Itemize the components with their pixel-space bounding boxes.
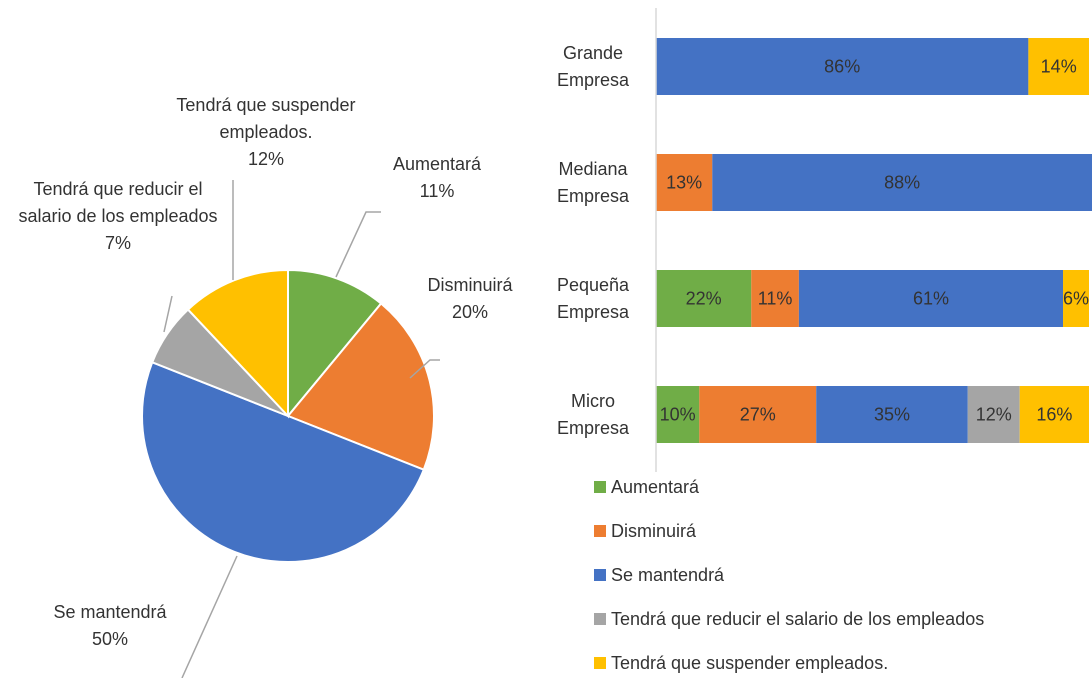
pie-label-name: Disminuirá <box>427 275 513 295</box>
leader-line <box>335 211 381 278</box>
category-label: Mediana Empresa <box>556 158 630 206</box>
pie-label-value: 12% <box>247 149 285 169</box>
pie-label-name: Aumentará <box>392 154 482 174</box>
bar-segment <box>1028 38 1089 95</box>
bar-value-label: 10% <box>660 404 696 424</box>
category-label: Grande Empresa <box>556 42 630 90</box>
pie-label-value: 11% <box>419 181 455 201</box>
pie-label-value: 50% <box>91 629 129 649</box>
pie-label-value: 20% <box>451 302 489 322</box>
category-label: Micro Empresa <box>556 390 630 438</box>
bar-segment <box>656 270 752 327</box>
legend-label: Disminuirá <box>611 521 697 541</box>
bar-value-label: 86% <box>824 56 860 76</box>
legend-label: Se mantendrá <box>611 565 725 585</box>
pie-slice <box>286 302 435 472</box>
bar-segment <box>656 154 713 211</box>
bar-value-label: 14% <box>1041 56 1077 76</box>
legend-label: Aumentará <box>611 477 700 497</box>
bar-value-label: 13% <box>666 172 702 192</box>
pie-slice <box>287 268 383 419</box>
bar-value-label: 88% <box>884 172 920 192</box>
pie-label: Disminuirá 20% <box>400 272 540 326</box>
pie-label: Tendrá que suspender empleados. 12% <box>136 92 396 173</box>
category-label: Pequeña Empresa <box>556 274 630 322</box>
leader-line <box>181 555 238 678</box>
legend-swatch <box>594 657 606 669</box>
legend-label: Tendrá que reducir el salario de los emp… <box>611 609 984 629</box>
legend-swatch <box>594 481 606 493</box>
bar-segment <box>751 270 799 327</box>
bar-segment <box>816 386 968 443</box>
pie-label-name: Tendrá que suspender empleados. <box>176 95 356 142</box>
bar-value-label: 35% <box>874 404 910 424</box>
pie-label-value: 7% <box>104 233 131 253</box>
bar-value-label: 22% <box>686 288 722 308</box>
bar-segment <box>1019 386 1089 443</box>
pie-slice <box>141 360 426 563</box>
bar-segment <box>712 154 1092 211</box>
bar-segment <box>798 270 1064 327</box>
bar-segment <box>656 38 1029 95</box>
bar-segment <box>656 386 700 443</box>
bar-value-label: 16% <box>1036 404 1072 424</box>
pie-slice <box>186 268 289 419</box>
bar-segment <box>1063 270 1089 327</box>
pie-label-name: Tendrá que reducir el salario de los emp… <box>18 179 218 226</box>
leader-line <box>163 295 173 333</box>
bar-value-label: 61% <box>913 288 949 308</box>
bar-value-label: 6% <box>1063 288 1089 308</box>
bar-value-label: 11% <box>758 288 793 308</box>
legend-swatch <box>594 569 606 581</box>
pie-label-name: Se mantendrá <box>53 602 167 622</box>
legend-swatch <box>594 613 606 625</box>
legend-label: Tendrá que suspender empleados. <box>611 653 888 673</box>
legend-swatch <box>594 525 606 537</box>
bar-segment <box>699 386 817 443</box>
pie-label: Se mantendrá 50% <box>20 599 200 653</box>
bar-value-label: 27% <box>740 404 776 424</box>
bar-value-label: 12% <box>976 404 1012 424</box>
bar-segment <box>967 386 1020 443</box>
pie-label: Tendrá que reducir el salario de los emp… <box>8 176 228 257</box>
leader-line <box>409 359 440 379</box>
pie-label: Aumentará 11% <box>367 151 507 205</box>
